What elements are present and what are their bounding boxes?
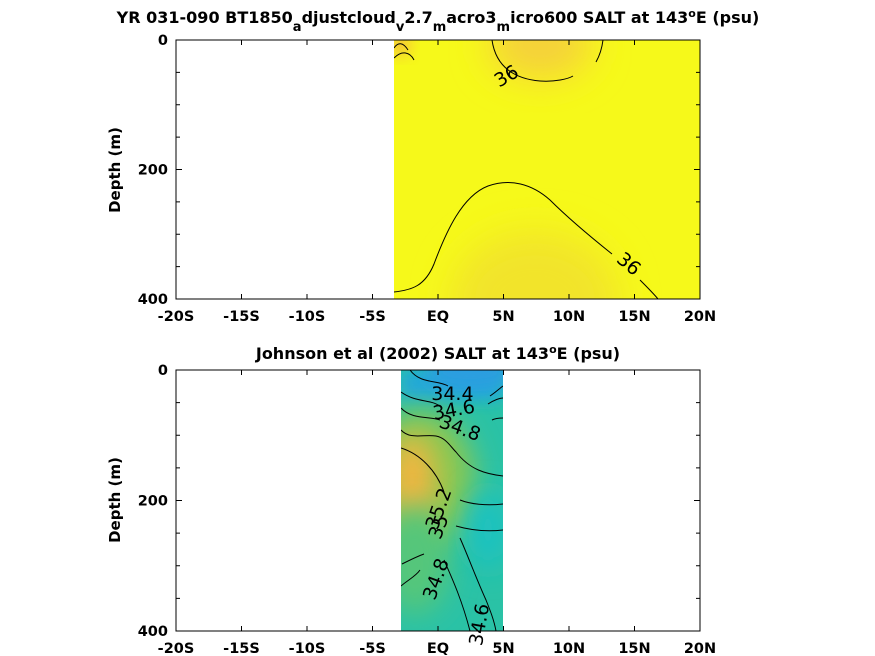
bottom-ticks: -20S -15S -10S -5S EQ 5N 10N 15N 20N 0 200 400 — [138, 363, 716, 656]
top-contour-36-upper — [491, 40, 604, 82]
top-x-tick-label: 15N — [618, 309, 650, 325]
bottom-contour-lines — [401, 370, 503, 631]
bottom-x-tick-label: -15S — [223, 641, 260, 656]
top-y-axis-label: Depth (m) — [106, 127, 124, 213]
bottom-x-tick-label: 20N — [684, 641, 716, 656]
bottom-x-tick-label: EQ — [427, 641, 449, 656]
top-salinity-field — [394, 40, 700, 299]
top-x-tick-label: -15S — [223, 309, 260, 325]
bottom-y-axis-label: Depth (m) — [106, 457, 124, 543]
bottom-x-tick-label: -20S — [158, 641, 195, 656]
top-x-tick-label: -10S — [289, 309, 326, 325]
top-x-tick-label: 20N — [684, 309, 716, 325]
top-y-tick-label: 0 — [158, 33, 168, 49]
top-y-tick-label: 200 — [138, 163, 168, 179]
top-x-tick-label: 10N — [553, 309, 585, 325]
bottom-x-tick-label: 10N — [553, 641, 585, 656]
bottom-x-tick-label: 15N — [618, 641, 650, 656]
top-ticks: -20S -15S -10S -5S EQ 5N 10N 15N 20N 0 200 400 — [138, 33, 716, 325]
bottom-y-tick-label: 200 — [138, 494, 168, 510]
bottom-contour-label: 34.4 — [431, 383, 473, 405]
bottom-x-tick-label: -10S — [289, 641, 326, 656]
bottom-y-tick-label: 0 — [158, 363, 168, 379]
top-y-tick-label: 400 — [138, 292, 168, 308]
bottom-x-tick-label: -5S — [359, 641, 386, 656]
top-x-tick-label: -5S — [359, 309, 386, 325]
top-x-tick-label: EQ — [427, 309, 449, 325]
top-x-tick-label: -20S — [158, 309, 195, 325]
top-panel: 36 36 -20S -15S -10S -5S EQ 5N 10N 15N 20N020040… — [106, 7, 760, 326]
top-contour-36-lower — [394, 182, 659, 299]
top-x-tick-label: 5N — [492, 309, 514, 325]
top-chart-title: YR 031-090 BT1850adjustcloudv2.7macro3mi… — [116, 7, 760, 35]
top-contour-corner — [394, 43, 415, 61]
bottom-y-tick-label: 400 — [138, 624, 168, 640]
top-contour-lines — [394, 40, 659, 299]
bottom-x-tick-label: 5N — [492, 641, 514, 656]
bottom-chart-title: Johnson et al (2002) SALT at 143oE (psu) — [255, 343, 620, 364]
